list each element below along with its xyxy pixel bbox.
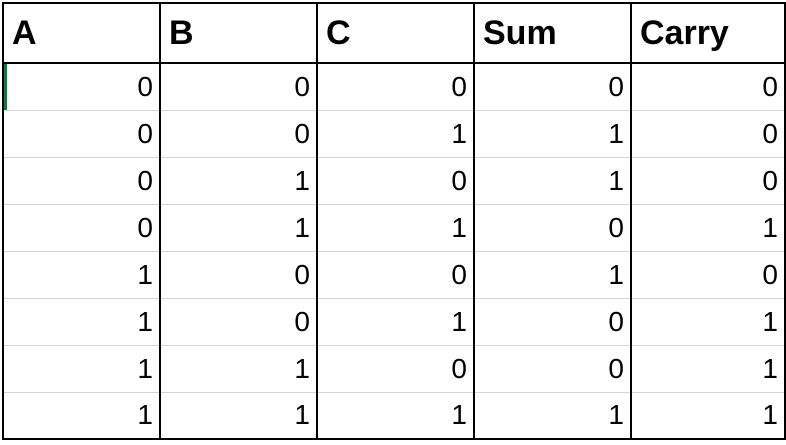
cell-sum[interactable]: 0 [473,345,632,393]
header-cell-sum[interactable]: Sum [473,2,632,64]
cell-b[interactable]: 0 [159,63,318,111]
cell-c[interactable]: 1 [316,204,475,252]
cell-carry[interactable]: 0 [630,251,786,299]
table-row: 0 0 0 0 0 [2,63,786,111]
cell-b[interactable]: 1 [159,204,318,252]
cell-carry[interactable]: 0 [630,157,786,205]
cell-b[interactable]: 1 [159,392,318,440]
header-cell-c[interactable]: C [316,2,475,64]
cell-sum[interactable]: 1 [473,392,632,440]
header-cell-carry[interactable]: Carry [630,2,786,64]
cell-b[interactable]: 1 [159,157,318,205]
cell-c[interactable]: 1 [316,392,475,440]
cell-sum[interactable]: 1 [473,110,632,158]
cell-b[interactable]: 0 [159,251,318,299]
cell-carry[interactable]: 1 [630,298,786,346]
cell-c[interactable]: 0 [316,345,475,393]
header-cell-a[interactable]: A [2,2,161,64]
cell-a[interactable]: 1 [2,298,161,346]
cell-c[interactable]: 0 [316,251,475,299]
cell-carry[interactable]: 1 [630,392,786,440]
cell-c[interactable]: 0 [316,157,475,205]
cell-a[interactable]: 0 [2,63,161,111]
cell-a[interactable]: 1 [2,345,161,393]
cell-sum[interactable]: 1 [473,157,632,205]
cell-c[interactable]: 1 [316,110,475,158]
table-row: 0 1 0 1 0 [2,157,786,205]
cell-sum[interactable]: 1 [473,251,632,299]
cell-b[interactable]: 0 [159,298,318,346]
cell-sum[interactable]: 0 [473,63,632,111]
table-row: 0 1 1 0 1 [2,204,786,252]
cell-sum[interactable]: 0 [473,298,632,346]
cell-a[interactable]: 0 [2,204,161,252]
table-row: 1 1 1 1 1 [2,392,786,440]
cell-a[interactable]: 0 [2,110,161,158]
cell-b[interactable]: 1 [159,345,318,393]
table-row: 0 0 1 1 0 [2,110,786,158]
table-row: 1 1 0 0 1 [2,345,786,393]
table-row: 1 0 1 0 1 [2,298,786,346]
cell-carry[interactable]: 1 [630,345,786,393]
cell-a[interactable]: 1 [2,251,161,299]
cell-c[interactable]: 1 [316,298,475,346]
cell-carry[interactable]: 0 [630,110,786,158]
cell-b[interactable]: 0 [159,110,318,158]
cell-c[interactable]: 0 [316,63,475,111]
header-cell-b[interactable]: B [159,2,318,64]
cell-a[interactable]: 1 [2,392,161,440]
table-row: 1 0 0 1 0 [2,251,786,299]
cell-a[interactable]: 0 [2,157,161,205]
cell-sum[interactable]: 0 [473,204,632,252]
cell-carry[interactable]: 1 [630,204,786,252]
header-row: A B C Sum Carry [2,2,786,64]
cell-carry[interactable]: 0 [630,63,786,111]
